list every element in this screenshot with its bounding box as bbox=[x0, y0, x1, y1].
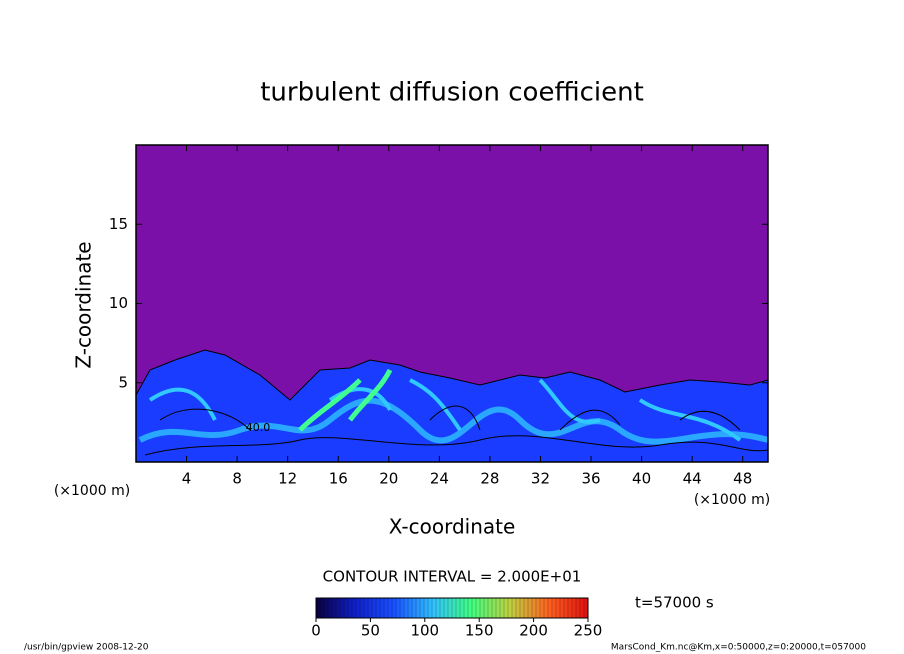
x-tick-label: 16 bbox=[329, 470, 348, 488]
colorbar-tick-label: 100 bbox=[410, 622, 439, 640]
contour-label: 40.0 bbox=[246, 421, 271, 434]
colorbar bbox=[315, 597, 589, 619]
time-label: t=57000 s bbox=[635, 594, 714, 612]
y-tick-label: 10 bbox=[109, 294, 128, 312]
streak bbox=[138, 397, 768, 445]
x-tick-label: 4 bbox=[182, 470, 192, 488]
colorbar-tick-label: 0 bbox=[311, 622, 321, 640]
streak bbox=[148, 378, 742, 442]
colorbar-tick-label: 200 bbox=[519, 622, 548, 640]
contour-line bbox=[159, 405, 741, 431]
y-unit: (×1000 m) bbox=[54, 483, 130, 499]
colorbar-tick-label: 50 bbox=[361, 622, 380, 640]
x-tick-label: 12 bbox=[278, 470, 297, 488]
field: 40.0 bbox=[136, 349, 768, 462]
y-tick-label: 15 bbox=[109, 215, 128, 233]
x-tick-label: 32 bbox=[531, 470, 550, 488]
contour-line bbox=[144, 435, 768, 456]
footer-left: /usr/bin/gpview 2008-12-20 bbox=[24, 643, 149, 653]
y-axis-label: Z-coordinate bbox=[72, 241, 96, 368]
x-tick-label: 36 bbox=[581, 470, 600, 488]
x-tick-label: 20 bbox=[379, 470, 398, 488]
footer-right: MarsCond_Km.nc@Km,x=0:50000,z=0:20000,t=… bbox=[611, 643, 866, 653]
x-tick-label: 8 bbox=[232, 470, 242, 488]
colorbar-tick-label: 250 bbox=[574, 622, 603, 640]
x-tick-label: 48 bbox=[733, 470, 752, 488]
x-tick-label: 24 bbox=[430, 470, 449, 488]
colorbar-tick-label: 150 bbox=[465, 622, 494, 640]
x-unit: (×1000 m) bbox=[694, 492, 770, 508]
contour-interval: CONTOUR INTERVAL = 2.000E+01 bbox=[323, 568, 582, 586]
streak bbox=[298, 368, 393, 432]
x-tick-label: 44 bbox=[683, 470, 702, 488]
x-tick-label: 28 bbox=[480, 470, 499, 488]
x-tick-label: 40 bbox=[632, 470, 651, 488]
x-axis-label: X-coordinate bbox=[389, 515, 516, 539]
y-tick-label: 5 bbox=[118, 373, 128, 391]
chart-title: turbulent diffusion coefficient bbox=[260, 78, 644, 108]
